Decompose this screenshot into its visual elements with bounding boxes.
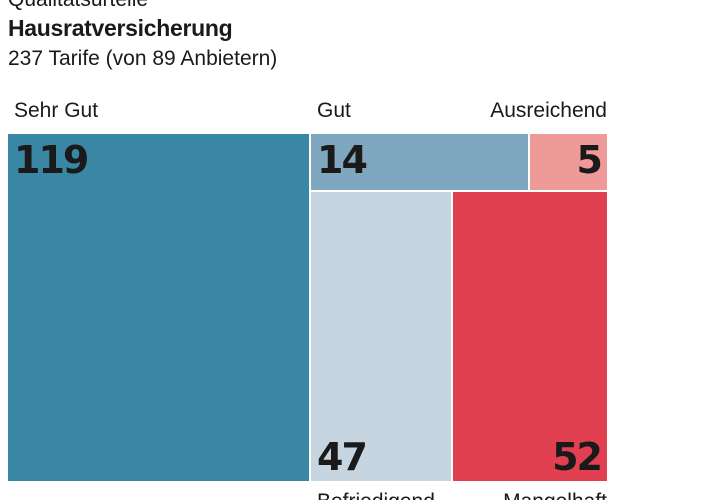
category-label-sehr-gut: Sehr Gut	[14, 99, 99, 122]
treemap-value-sehr-gut: 119	[14, 138, 89, 182]
treemap-value-ausreichend: 5	[576, 138, 603, 182]
treemap-cell-sehr-gut: 119	[8, 134, 309, 481]
category-label-ausreichend: Ausreichend	[490, 99, 607, 122]
treemap-cell-ausreichend: 5	[530, 134, 607, 190]
treemap-cell-gut: 14	[311, 134, 528, 190]
chart-title: Hausratversicherung	[8, 15, 233, 41]
chart-kicker: Qualitätsurteile	[8, 0, 148, 12]
category-label-mangelhaft: Mangelhaft	[503, 489, 607, 500]
treemap-cell-befriedigend: 47	[311, 192, 451, 481]
treemap-value-befriedigend: 47	[317, 435, 368, 479]
category-label-gut: Gut	[317, 99, 351, 122]
chart-subtitle: 237 Tarife (von 89 Anbietern)	[8, 47, 278, 70]
treemap-value-mangelhaft: 52	[552, 435, 603, 479]
treemap-cell-mangelhaft: 52	[453, 192, 607, 481]
treemap-value-gut: 14	[317, 138, 368, 182]
category-label-befriedigend: Befriedigend	[317, 489, 435, 500]
